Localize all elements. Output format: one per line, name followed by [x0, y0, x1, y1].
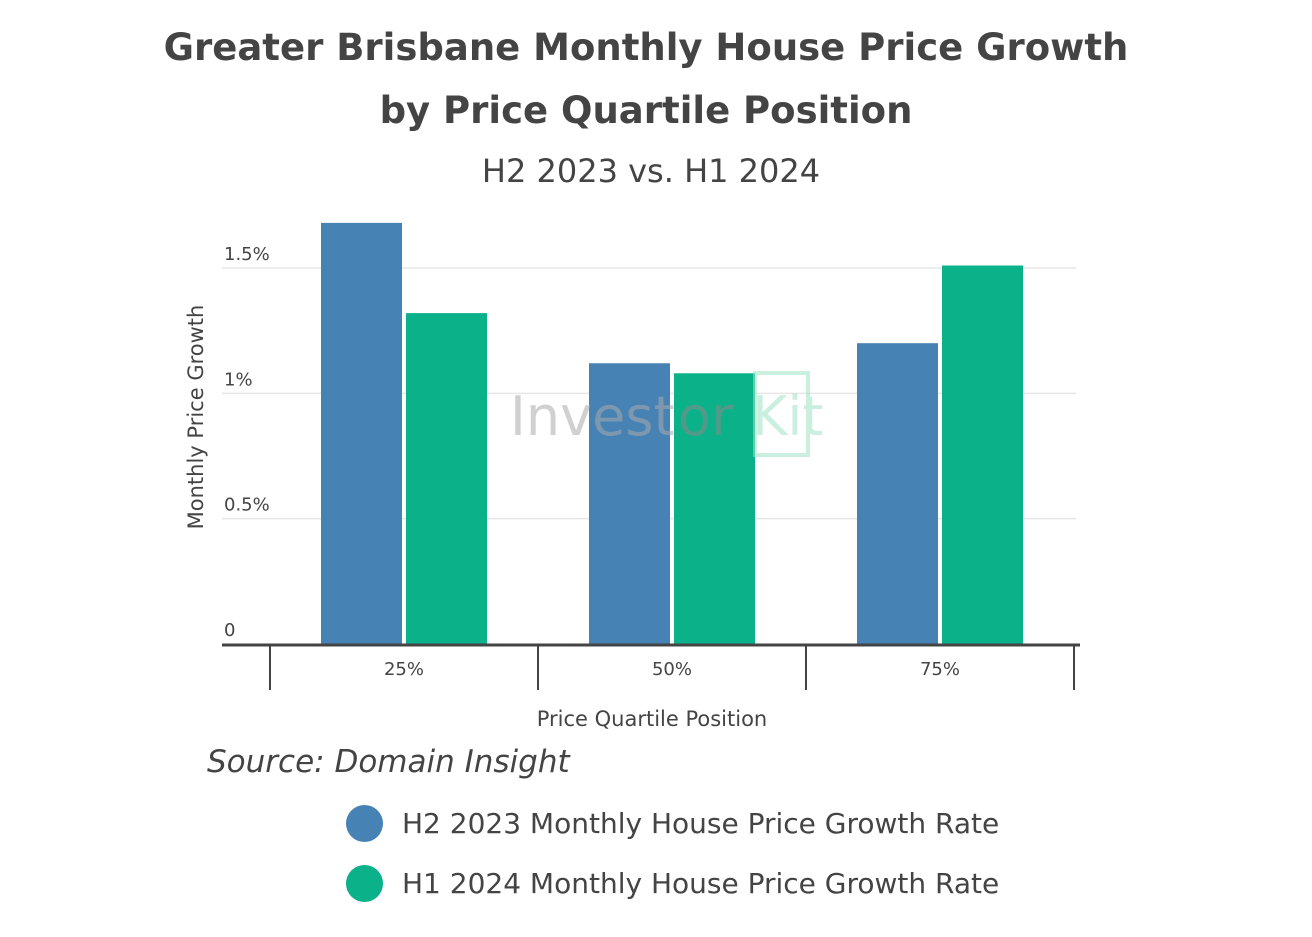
- svg-text:Kit: Kit: [752, 385, 824, 448]
- legend-swatch-green: [346, 865, 383, 902]
- source-note: Source: Domain Insight: [207, 744, 570, 780]
- x-tick-label: 25%: [384, 659, 424, 680]
- bar-75-series-1[interactable]: [942, 265, 1023, 644]
- bar-50-series-0[interactable]: [589, 363, 670, 644]
- y-tick-label: 1.5%: [224, 244, 270, 265]
- legend-swatch-blue: [346, 805, 383, 842]
- legend-item-h1-2024[interactable]: H1 2024 Monthly House Price Growth Rate: [346, 865, 999, 902]
- bar-25-series-1[interactable]: [406, 313, 487, 644]
- y-tick-label: 1%: [224, 369, 253, 390]
- y-tick-label: 0.5%: [224, 495, 270, 516]
- bar-50-series-1[interactable]: [674, 373, 755, 644]
- legend-item-h2-2023[interactable]: H2 2023 Monthly House Price Growth Rate: [346, 805, 999, 842]
- y-tick-label: 0: [224, 620, 235, 641]
- legend-label: H2 2023 Monthly House Price Growth Rate: [402, 807, 1000, 840]
- bar-25-series-0[interactable]: [321, 222, 402, 644]
- chart-subtitle: H2 2023 vs. H1 2024: [481, 152, 821, 190]
- watermark-logo: Invest or Kit: [510, 371, 824, 457]
- chart-title-line2: by Price Quartile Position: [379, 89, 913, 132]
- chart-title-line1: Greater Brisbane Monthly House Price Gro…: [163, 26, 1129, 69]
- x-tick-label: 75%: [920, 659, 960, 680]
- svg-text:Invest: Invest: [510, 385, 675, 448]
- x-tick-label: 50%: [652, 659, 692, 680]
- svg-text:or: or: [678, 385, 734, 448]
- y-axis-label: Monthly Price Growth: [184, 305, 208, 530]
- legend-label: H1 2024 Monthly House Price Growth Rate: [402, 867, 1000, 900]
- x-axis-label: Price Quartile Position: [537, 707, 768, 731]
- bar-75-series-0[interactable]: [857, 343, 938, 644]
- plot-area: 0 0.5% 1% 1.5% Invest or Kit 25% 50% 75% Mont…: [184, 222, 1080, 731]
